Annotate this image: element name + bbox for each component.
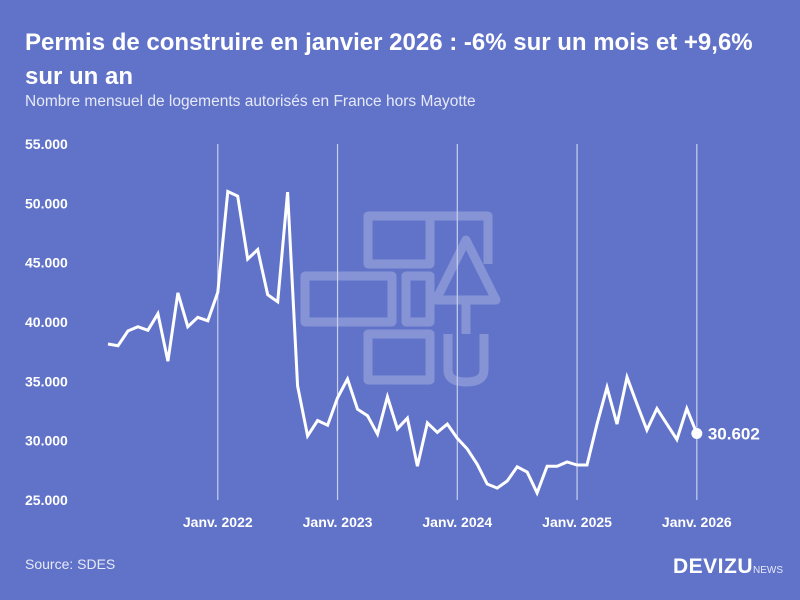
x-tick-label: Janv. 2025 [542,514,612,530]
watermark-icon [300,211,501,387]
source-note: Source: SDES [25,556,116,572]
x-tick-label: Janv. 2023 [303,514,373,530]
y-tick-label: 50.000 [25,195,68,211]
y-tick-label: 30.000 [25,433,68,449]
end-value-label: 30.602 [708,425,760,444]
y-tick-label: 25.000 [25,492,68,508]
y-tick-label: 40.000 [25,314,68,330]
chart-subtitle: Nombre mensuel de logements autorisés en… [25,93,476,110]
logo-suffix: NEWS [753,565,784,576]
series-line [107,189,699,497]
logo-main: DEVIZU [673,555,754,578]
devizu-logo: DEVIZUNEWS [673,555,783,579]
end-point-marker [691,428,703,440]
y-tick-label: 35.000 [25,373,68,389]
y-tick-label: 45.000 [25,255,68,271]
y-tick-label: 55.000 [25,136,68,152]
x-tick-label: Janv. 2022 [183,514,253,530]
chart-title: Permis de construire en janvier 2026 : -… [25,29,753,90]
x-tick-label: Janv. 2026 [662,514,732,530]
x-tick-label: Janv. 2024 [422,514,492,530]
